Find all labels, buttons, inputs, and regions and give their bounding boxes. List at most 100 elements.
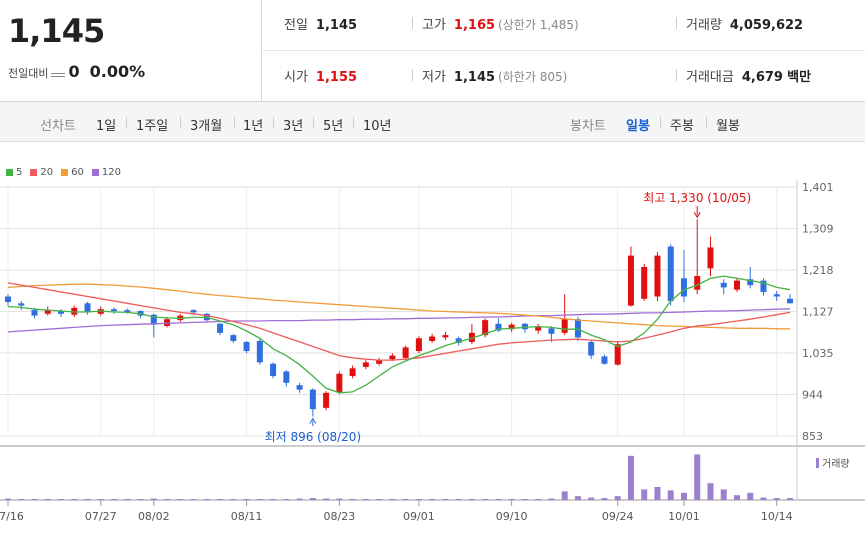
candle-body: [429, 336, 436, 342]
divider: [660, 117, 661, 128]
legend-label: 5: [16, 167, 23, 178]
stat-prev-close: 전일 1,145: [284, 14, 357, 33]
period-1d[interactable]: 1일: [96, 119, 117, 134]
price-box: 1,145 전일대비 0 0.00%: [0, 0, 262, 101]
volume-bar: [124, 499, 131, 501]
volume-bar: [654, 487, 661, 500]
open-value: 1,155: [315, 70, 358, 85]
period-3m[interactable]: 3개월: [190, 119, 223, 134]
candle-body: [561, 319, 568, 333]
x-tick-label: 09/24: [602, 510, 634, 523]
low-value: 1,145: [453, 70, 496, 85]
prev-close-value: 1,145: [315, 18, 358, 33]
legend-ma5: 5: [6, 167, 22, 178]
change-label: 전일대비: [8, 67, 49, 80]
stat-amount: 거래대금 4,679 백만: [686, 66, 811, 85]
volume-bar: [641, 489, 648, 500]
volume-bar: [283, 499, 290, 501]
candle-body: [217, 323, 224, 333]
amount-label: 거래대금: [686, 70, 734, 85]
divider: [263, 50, 865, 51]
volume-bar: [588, 497, 595, 500]
period-5y[interactable]: 5년: [323, 119, 344, 134]
amount-unit: 백만: [787, 70, 812, 85]
divider: [353, 117, 354, 128]
volume-bar: [217, 499, 224, 501]
volume-bar: [18, 499, 25, 501]
volume-bar: [309, 498, 316, 500]
volume-bar: [760, 497, 767, 500]
volume-bar: [787, 498, 793, 500]
y-tick-label: 1,401: [802, 181, 834, 194]
legend-swatch: [61, 169, 69, 176]
ma5-line: [7, 275, 791, 394]
candle-body: [588, 341, 595, 356]
volume-bar: [720, 489, 727, 500]
stat-volume: 거래량 4,059,622: [686, 14, 803, 33]
period-1w[interactable]: 1주일: [136, 119, 169, 134]
period-3y[interactable]: 3년: [283, 119, 304, 134]
candle-body: [521, 323, 528, 330]
divider: [126, 117, 127, 128]
legend-label: 120: [101, 167, 121, 178]
volume-bar: [773, 498, 780, 500]
candle-body: [455, 338, 462, 343]
candle-body: [415, 338, 422, 352]
ma-legend: 5 20 60 120: [6, 167, 129, 178]
divider: [180, 117, 181, 128]
candle-body: [733, 280, 740, 290]
candle-body: [283, 371, 290, 383]
divider: [313, 117, 314, 128]
divider: [676, 17, 677, 29]
candle-body: [256, 341, 263, 363]
candle-body: [270, 363, 277, 377]
x-tick-label: 08/23: [324, 510, 356, 523]
volume-bar: [230, 499, 237, 501]
candle-monthly[interactable]: 월봉: [716, 119, 740, 134]
volume-bar: [71, 499, 78, 501]
candle-body: [164, 319, 171, 327]
legend-swatch: [6, 169, 13, 176]
volume-bar: [707, 483, 714, 500]
candle-body: [601, 356, 608, 364]
volume-bar: [402, 499, 409, 501]
prev-close-label: 전일: [284, 18, 308, 33]
candle-body: [5, 296, 11, 302]
quote-summary: 1,145 전일대비 0 0.00% 전일 1,145 고가 1,165 (상한가 1…: [0, 0, 865, 102]
legend-label: 60: [71, 167, 84, 178]
volume-label: 거래량: [686, 18, 722, 33]
volume-bar: [323, 498, 330, 500]
y-tick-label: 1,218: [802, 264, 834, 277]
volume-bar: [521, 499, 528, 501]
volume-bar: [111, 499, 118, 501]
candle-body: [442, 335, 449, 338]
x-tick-label: 08/02: [138, 510, 170, 523]
volume-bar: [442, 499, 449, 501]
volume-legend-swatch: [816, 458, 819, 468]
candle-body: [71, 307, 78, 315]
candle-weekly[interactable]: 주봉: [670, 119, 694, 134]
high-value: 1,165: [453, 18, 496, 33]
y-tick-label: 1,035: [802, 347, 834, 360]
candle-body: [760, 280, 767, 292]
volume-bar: [601, 498, 608, 500]
candle-body: [574, 319, 581, 338]
period-1y[interactable]: 1년: [243, 119, 264, 134]
change-value: 0: [68, 62, 80, 81]
low-label: 저가: [422, 70, 446, 85]
divider: [273, 117, 274, 128]
x-tick-label: 10/01: [668, 510, 700, 523]
candle-body: [18, 303, 25, 306]
volume-bar: [5, 498, 11, 500]
x-tick-label: 10/14: [761, 510, 793, 523]
candle-body: [389, 355, 396, 360]
candle-body: [548, 328, 555, 334]
volume-bar: [733, 495, 740, 500]
divider: [412, 17, 413, 29]
ma120-line: [7, 308, 791, 333]
candle-body: [230, 335, 237, 342]
period-10y[interactable]: 10년: [363, 119, 392, 134]
candle-daily[interactable]: 일봉: [626, 119, 650, 134]
candle-body: [495, 323, 502, 331]
